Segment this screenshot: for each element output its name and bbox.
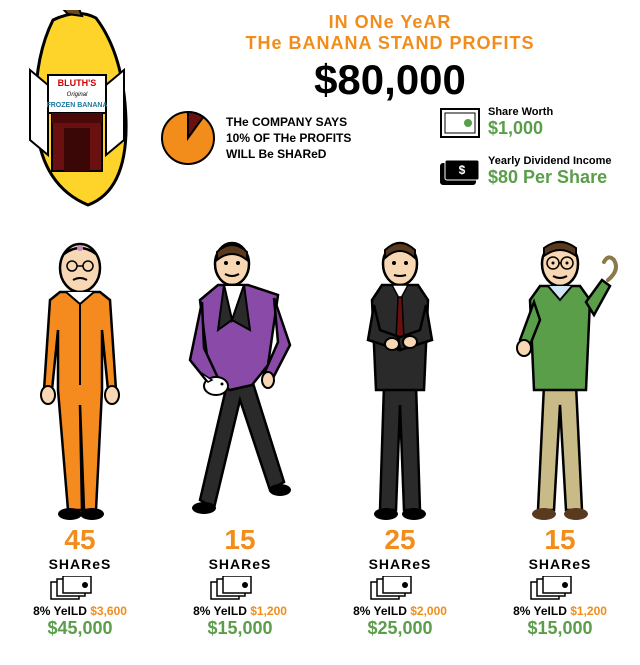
header-amount: $80,000 <box>150 56 630 104</box>
person-buster: 15 SHAReS 8% YeILD $1,200 $15,000 <box>485 230 635 639</box>
yield-amount: $1,200 <box>570 604 607 618</box>
dividend-label: Yearly Dividend Income <box>488 155 612 167</box>
yield-label: 8% YeILD <box>513 604 567 618</box>
share-worth-value: $1,000 <box>488 118 553 139</box>
certificate-icon <box>440 108 480 138</box>
share-count: 45 <box>64 524 95 556</box>
svg-text:$: $ <box>459 163 466 177</box>
certificates-icon <box>530 576 590 600</box>
certificates-icon <box>50 576 110 600</box>
total-value: $25,000 <box>367 618 432 639</box>
yield-amount: $3,600 <box>90 604 127 618</box>
dividend-block: $ Yearly Dividend Income $80 Per Share <box>440 155 612 188</box>
yield-line: 8% YeILD $1,200 <box>193 604 287 618</box>
header-line1: IN ONe YeAR <box>150 12 630 33</box>
person-gob: 15 SHAReS 8% YeILD $1,200 $15,000 <box>165 230 315 639</box>
share-label: SHAReS <box>49 556 112 572</box>
pie-text-2: 10% OF THe PROFITS <box>226 130 351 146</box>
pie-text-3: WILL Be SHAReD <box>226 146 351 162</box>
total-value: $15,000 <box>527 618 592 639</box>
share-count: 25 <box>384 524 415 556</box>
pie-text: THe COMPANY SAYS 10% OF THe PROFITS WILL… <box>226 114 351 163</box>
yield-label: 8% YeILD <box>33 604 87 618</box>
tagline-text: Original <box>67 92 88 98</box>
pie-block: THe COMPANY SAYS 10% OF THe PROFITS WILL… <box>160 110 351 166</box>
person-illustration <box>490 230 630 520</box>
dividend-value: $80 Per Share <box>488 167 612 188</box>
share-count: 15 <box>544 524 575 556</box>
person-george: 45 SHAReS 8% YeILD $3,600 $45,000 <box>5 230 155 639</box>
brand-text: BLUTH'S <box>58 78 97 88</box>
yield-line: 8% YeILD $1,200 <box>513 604 607 618</box>
person-illustration <box>10 230 150 520</box>
total-value: $15,000 <box>207 618 272 639</box>
certificates-icon <box>210 576 270 600</box>
person-illustration <box>330 230 470 520</box>
person-illustration <box>170 230 310 520</box>
share-label: SHAReS <box>209 556 272 572</box>
yield-line: 8% YeILD $3,600 <box>33 604 127 618</box>
pie-text-1: THe COMPANY SAYS <box>226 114 351 130</box>
yield-label: 8% YeILD <box>193 604 247 618</box>
yield-label: 8% YeILD <box>353 604 407 618</box>
share-count: 15 <box>224 524 255 556</box>
yield-amount: $1,200 <box>250 604 287 618</box>
share-worth-block: Share Worth $1,000 <box>440 106 553 139</box>
cash-icon: $ <box>440 158 480 186</box>
pie-chart-icon <box>160 110 216 166</box>
product-text: FROZEN BANANA <box>46 102 107 109</box>
share-worth-label: Share Worth <box>488 106 553 118</box>
yield-amount: $2,000 <box>410 604 447 618</box>
person-michael: 25 SHAReS 8% YeILD $2,000 $25,000 <box>325 230 475 639</box>
certificates-icon <box>370 576 430 600</box>
header-line2: THe BANANA STAND PROFITS <box>150 33 630 54</box>
banana-stand-logo: BLUTH'S Original FROZEN BANANA <box>18 10 138 210</box>
yield-line: 8% YeILD $2,000 <box>353 604 447 618</box>
share-label: SHAReS <box>369 556 432 572</box>
header: IN ONe YeAR THe BANANA STAND PROFITS $80… <box>150 12 630 104</box>
share-label: SHAReS <box>529 556 592 572</box>
people-row: 45 SHAReS 8% YeILD $3,600 $45,000 <box>0 230 640 639</box>
total-value: $45,000 <box>47 618 112 639</box>
